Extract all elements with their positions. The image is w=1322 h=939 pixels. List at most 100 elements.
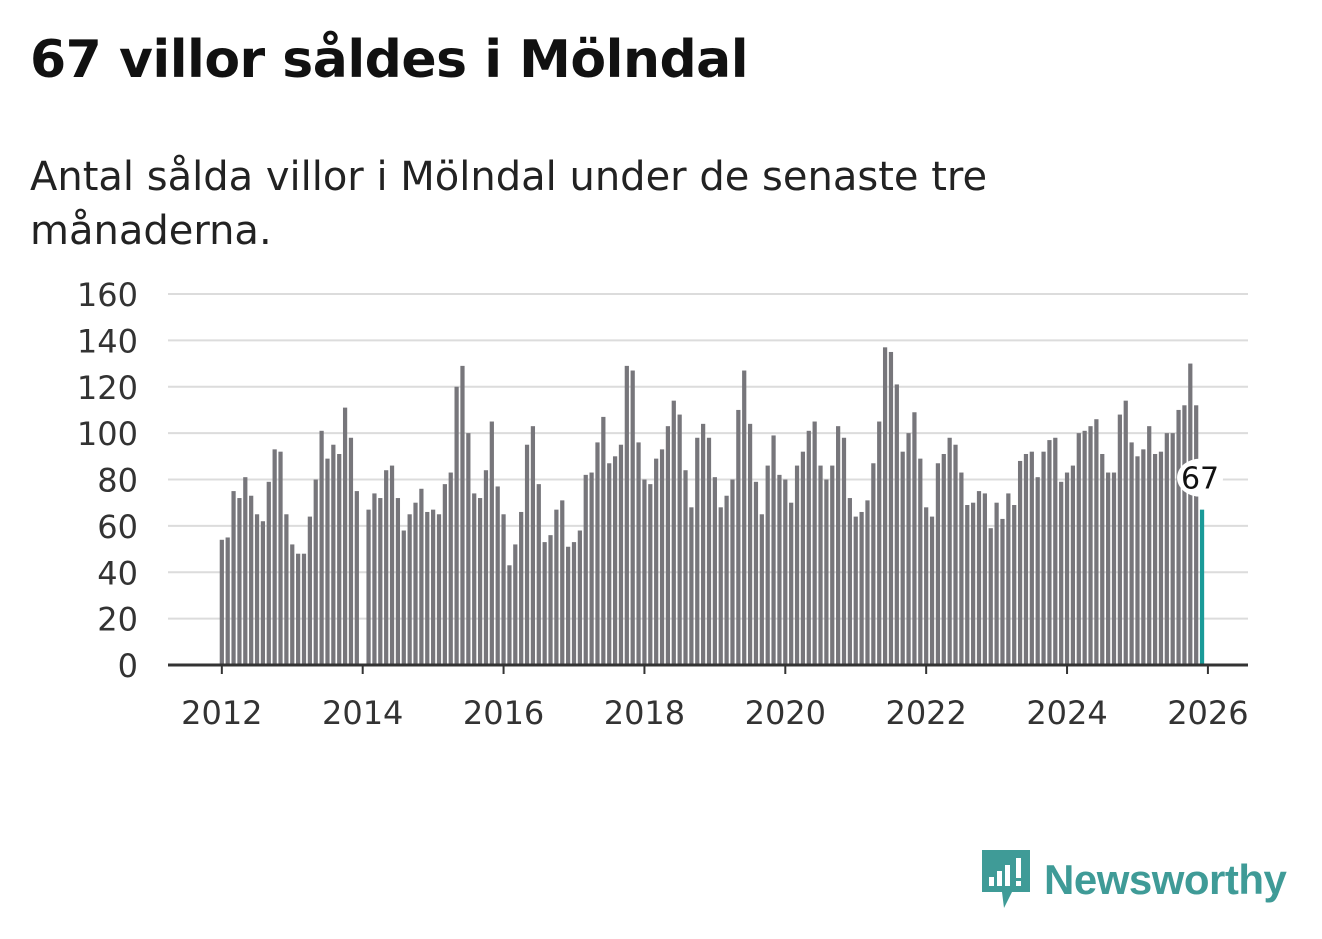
bar (589, 472, 594, 665)
bar (765, 465, 770, 665)
bar (566, 546, 571, 665)
bar (859, 511, 864, 665)
bar (1017, 460, 1023, 665)
bar (1111, 472, 1117, 665)
bar (612, 456, 618, 665)
bar (724, 495, 729, 665)
bar (982, 493, 987, 665)
bar (554, 509, 559, 665)
bar (495, 486, 500, 665)
bar (571, 542, 577, 665)
bar (384, 470, 389, 665)
bar (624, 365, 629, 665)
bar (918, 458, 923, 665)
bar (1006, 493, 1011, 665)
bar (648, 484, 653, 665)
bar (501, 514, 506, 665)
newsworthy-logo-icon (982, 850, 1030, 908)
bar (783, 479, 788, 665)
bar (1047, 440, 1052, 665)
bar (1182, 405, 1187, 665)
y-tick-label: 20 (97, 601, 138, 639)
bar (988, 528, 993, 665)
x-tick-label: 2016 (463, 694, 544, 732)
bar (830, 465, 835, 665)
bar-chart: 0 20 40 60 80 100 120 140 160 2012 2014 2016 2018 202… (77, 276, 1249, 732)
bar (1094, 419, 1099, 665)
bar (906, 433, 911, 665)
bar (1082, 430, 1087, 665)
bar (436, 514, 442, 665)
bar (1152, 453, 1158, 665)
bar (618, 444, 624, 665)
bar (1064, 472, 1070, 665)
bar (243, 477, 248, 665)
bar (237, 498, 242, 665)
bar (296, 553, 301, 665)
chart-subtitle: Antal sålda villor i Mölndal under de se… (30, 154, 988, 254)
brand-name: Newsworthy (1044, 856, 1287, 903)
bar (607, 463, 612, 665)
bar (836, 426, 841, 665)
x-tick-label: 2024 (1026, 694, 1107, 732)
bar (800, 451, 806, 665)
x-tick-label: 2014 (322, 694, 403, 732)
bar (853, 516, 858, 665)
bar (630, 370, 635, 665)
y-tick-label: 120 (77, 369, 138, 407)
bar (548, 535, 553, 665)
y-tick-label: 140 (77, 322, 138, 360)
bar (871, 463, 876, 665)
bar (249, 495, 254, 665)
bar (1012, 505, 1017, 665)
bar (659, 449, 665, 665)
bar (231, 491, 236, 665)
bar (472, 493, 477, 665)
bar (577, 530, 582, 665)
bar (671, 400, 676, 665)
data-label: 67 (1181, 462, 1219, 497)
bar (965, 505, 970, 665)
bar (372, 493, 377, 665)
bar (642, 479, 647, 665)
bar (994, 502, 999, 665)
bar (254, 514, 260, 665)
bar (536, 484, 541, 665)
bar (1129, 442, 1134, 665)
bar (389, 465, 395, 665)
bar (442, 484, 447, 665)
x-tick-label: 2012 (181, 694, 262, 732)
y-tick-label: 40 (97, 554, 138, 592)
bar (1123, 400, 1128, 665)
bar (284, 514, 289, 665)
bar (683, 470, 688, 665)
bar (301, 553, 307, 665)
bar (701, 423, 706, 665)
bar (1035, 477, 1040, 665)
bar (524, 444, 530, 665)
bar (636, 442, 641, 665)
bar (818, 465, 823, 665)
bar (1135, 456, 1140, 665)
bar (483, 470, 489, 665)
bar (747, 423, 753, 665)
bar (219, 539, 224, 665)
bar (706, 437, 712, 665)
y-tick-label: 160 (77, 276, 138, 314)
bar (888, 351, 894, 665)
bar (266, 481, 271, 665)
bar (448, 472, 453, 665)
bar (789, 502, 794, 665)
bar (912, 412, 917, 665)
bar (730, 479, 735, 665)
bar (290, 544, 295, 665)
bar (1117, 414, 1122, 665)
bar (319, 430, 324, 665)
bar (477, 498, 483, 665)
data-label-bg (1177, 458, 1224, 497)
bar (354, 491, 359, 665)
bar (542, 542, 547, 665)
bar (513, 544, 518, 665)
bar (1158, 451, 1164, 665)
x-tick-label: 2018 (604, 694, 685, 732)
